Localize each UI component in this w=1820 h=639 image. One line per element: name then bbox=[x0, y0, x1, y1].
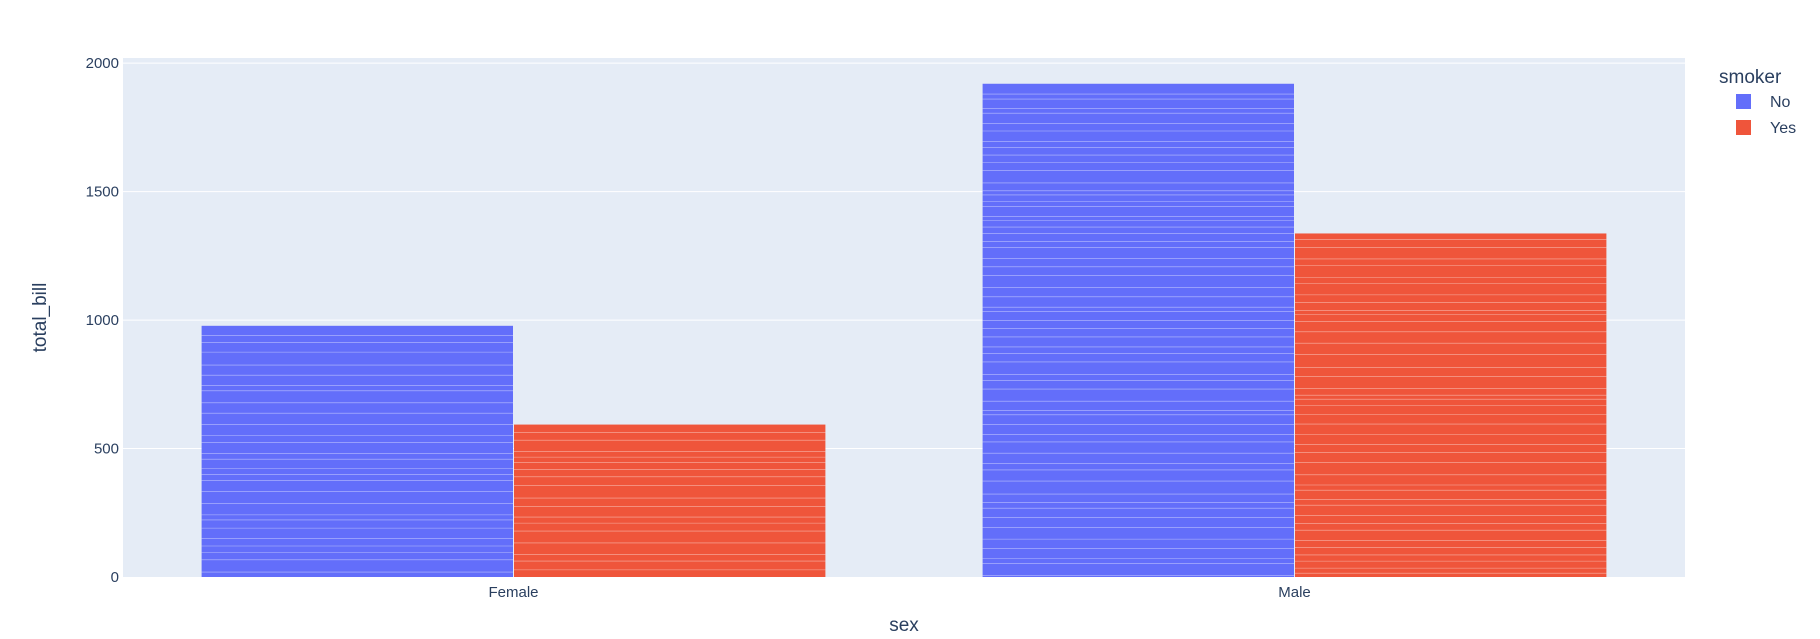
x-axis-title: sex bbox=[889, 615, 919, 636]
y-axis-title: total_bill bbox=[30, 283, 51, 353]
y-axis-ticks: 0 500 1000 1500 2000 bbox=[86, 55, 119, 586]
x-tick-label: Female bbox=[488, 584, 538, 601]
bars bbox=[201, 83, 1607, 578]
legend-label-yes: Yes bbox=[1770, 120, 1796, 137]
legend-title: smoker bbox=[1719, 67, 1782, 88]
y-tick-label: 1000 bbox=[86, 312, 119, 329]
legend-swatch-no bbox=[1736, 94, 1751, 109]
bar-yes-female bbox=[514, 424, 826, 577]
y-tick-label: 500 bbox=[94, 441, 119, 458]
y-tick-label: 1500 bbox=[86, 184, 119, 201]
bar-no-male bbox=[982, 83, 1294, 578]
x-axis-ticks: Female Male bbox=[488, 584, 1310, 601]
y-tick-label: 2000 bbox=[86, 55, 119, 72]
x-tick-label: Male bbox=[1278, 584, 1311, 601]
legend: smoker No Yes bbox=[1719, 67, 1796, 137]
y-tick-label: 0 bbox=[111, 569, 119, 586]
legend-label-no: No bbox=[1770, 94, 1791, 111]
bar-no-female bbox=[201, 325, 513, 577]
legend-swatch-yes bbox=[1736, 120, 1751, 135]
